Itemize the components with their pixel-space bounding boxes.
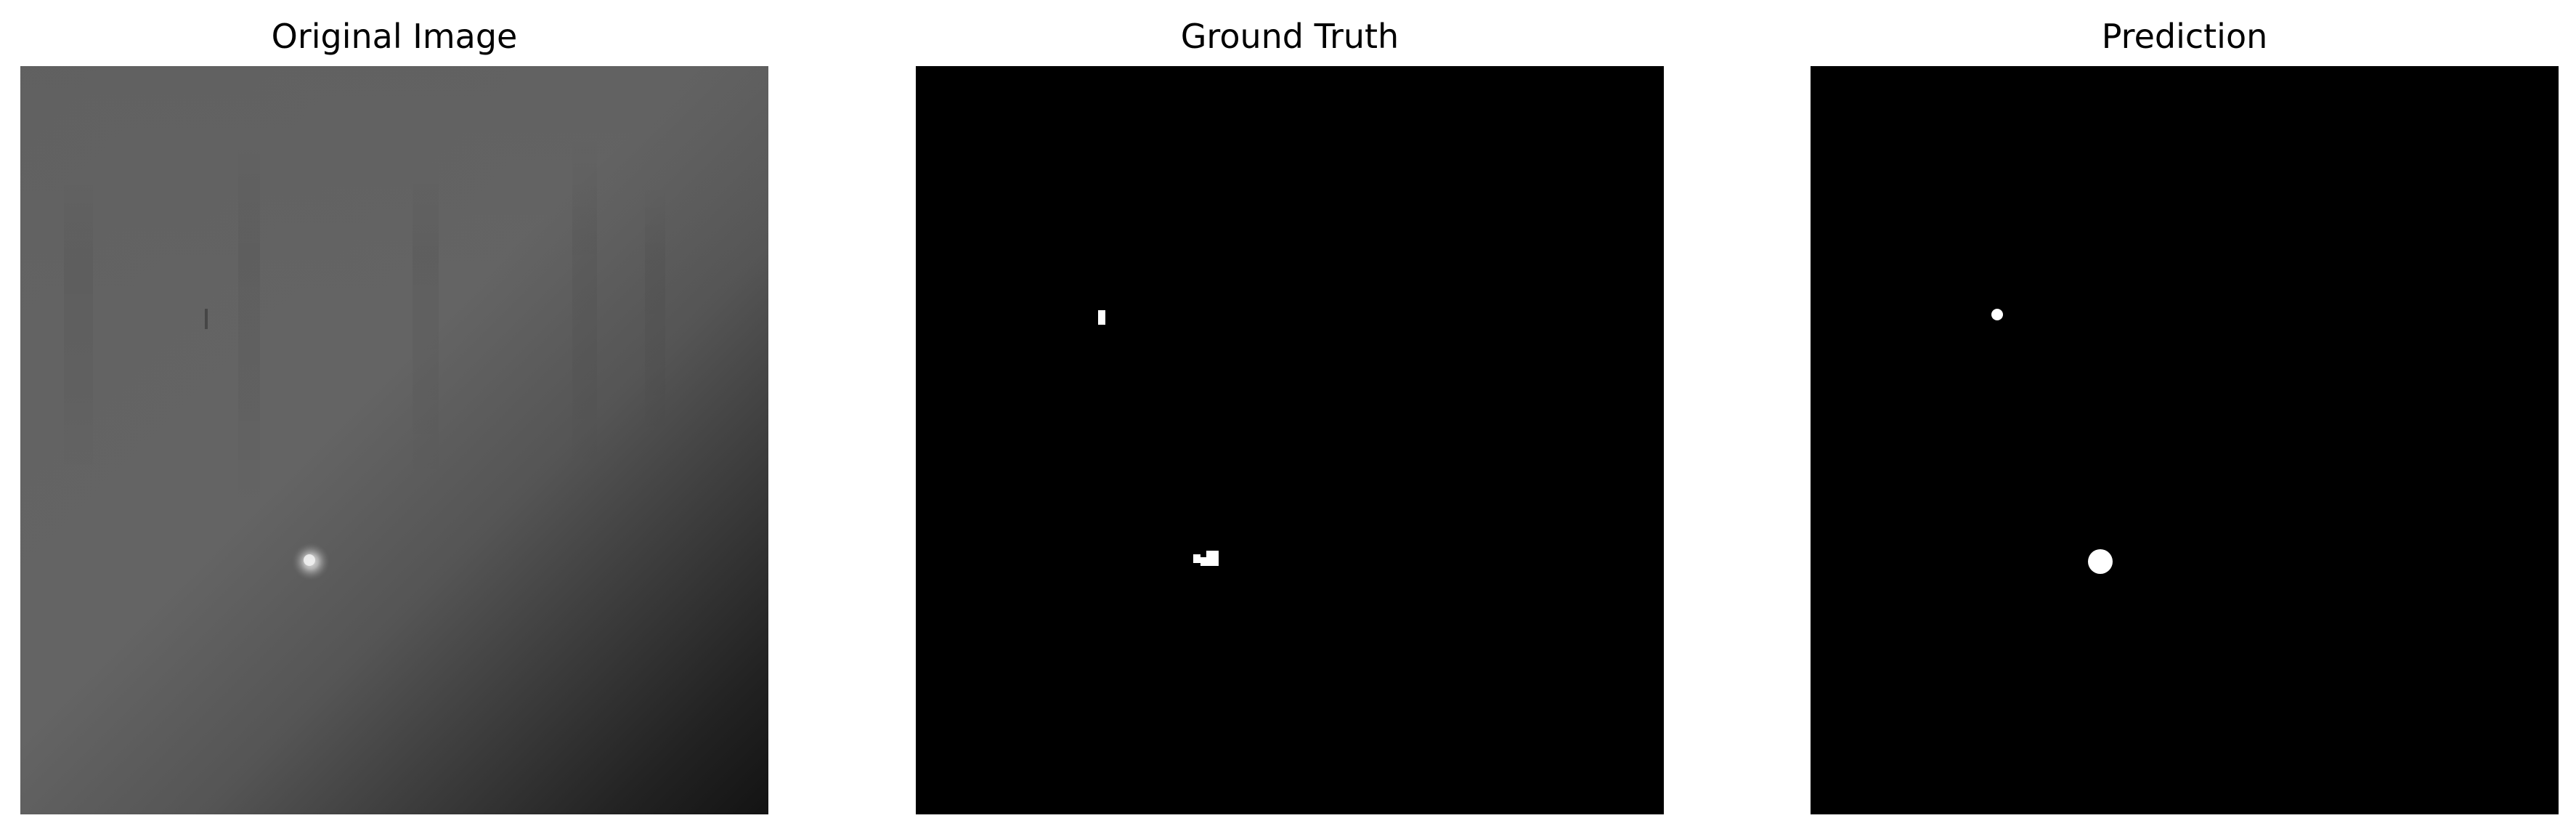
panel-title-original-image: Original Image	[271, 17, 518, 56]
original-image	[20, 66, 768, 814]
panel-title-prediction: Prediction	[2101, 17, 2268, 56]
ground-truth-blob-large	[1193, 551, 1219, 566]
ground-truth-blob-small	[1098, 310, 1105, 325]
prediction-mask	[1811, 66, 2559, 814]
ground-truth-mask	[916, 66, 1664, 814]
panel-title-ground-truth: Ground Truth	[1180, 17, 1399, 56]
prediction-blob-small	[1991, 309, 2003, 320]
prediction-blob-large	[2088, 549, 2113, 574]
